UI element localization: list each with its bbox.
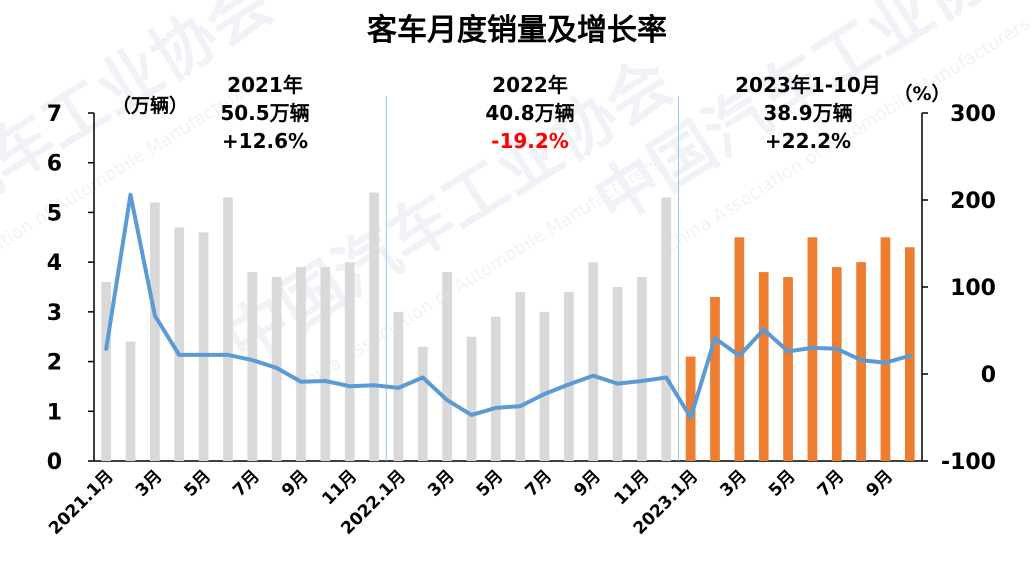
bar [880,237,891,461]
annotation-growth: +12.6% [222,129,308,153]
bar [710,296,720,461]
left-axis-ticks: 0 1 2 3 4 5 6 7 [47,102,94,475]
bar [564,291,574,461]
bar [685,356,696,461]
bar-series [101,192,915,462]
x-tick-label: 7月 [522,466,557,501]
right-tick-label: 200 [950,189,996,214]
left-tick-label: 6 [47,152,62,177]
y-right-unit: （%） [893,82,950,105]
chart-title: 客车月度销量及增长率 [367,13,667,48]
x-tick-label: 3月 [424,466,459,501]
year-annotations: 2021年 50.5万辆 +12.6% 2022年 40.8万辆 -19.2% 2023年1… [220,73,881,153]
left-tick-label: 2 [47,351,62,376]
growth-line [104,192,912,420]
bar [490,316,501,461]
left-tick-label: 7 [47,102,62,127]
left-tick-label: 4 [47,251,62,276]
x-tick-label: 5月 [473,466,508,501]
annotation-growth: -19.2% [491,129,569,153]
x-tick-label: 9月 [278,466,313,501]
bar [125,341,136,461]
bar [831,267,842,461]
annotation-year: 2023年1-10月 [735,73,881,97]
x-tick-label: 5月 [181,466,216,501]
bar [174,227,185,461]
x-tick-label: 9月 [862,466,897,501]
growth-line-series [104,192,912,420]
bar [539,311,550,461]
annotation-year: 2022年 [492,73,568,97]
bar [369,192,379,462]
bar [198,232,209,461]
x-tick-label: 7月 [814,466,849,501]
x-tick-label: 11月 [318,466,361,509]
x-tick-label: 3月 [132,466,167,501]
bar [466,336,477,461]
bar [150,202,160,461]
year-annotation: 2023年1-10月 38.9万辆 +22.2% [735,73,881,153]
annotation-volume: 40.8万辆 [485,101,574,125]
bar [661,197,672,461]
x-tick-label: 3月 [716,466,751,501]
year-annotation: 2022年 40.8万辆 -19.2% [485,73,574,153]
left-tick-label: 1 [47,400,62,425]
annotation-growth: +22.2% [765,129,851,153]
bar [637,277,647,461]
bar [515,291,526,461]
bar [783,277,793,461]
right-tick-label: -100 [941,450,996,475]
bar [101,282,112,461]
x-tick-label: 9月 [570,466,605,501]
left-tick-label: 3 [47,301,62,326]
bar [442,272,452,461]
bar [223,197,233,461]
bar [612,287,623,461]
x-tick-label: 2021.1月 [45,466,118,539]
annotation-year: 2021年 [227,73,303,97]
bar [417,346,428,461]
bar [320,267,331,461]
bar [296,267,306,461]
right-tick-label: 300 [950,102,996,127]
x-tick-label: 11月 [611,466,654,509]
left-tick-label: 0 [47,450,62,475]
annotation-volume: 50.5万辆 [220,101,309,125]
year-annotation: 2021年 50.5万辆 +12.6% [220,73,309,153]
right-tick-label: 0 [981,363,996,388]
x-tick-label: 7月 [229,466,264,501]
right-tick-label: 100 [950,276,996,301]
y-left-unit: （万辆） [112,94,188,117]
x-tick-label: 5月 [765,466,800,501]
bar [758,272,769,461]
bar [734,237,745,461]
left-tick-label: 5 [47,201,62,226]
right-axis-ticks: -100 0 100 200 300 [922,102,996,475]
bar [247,272,258,461]
bar [344,262,355,461]
annotation-volume: 38.9万辆 [763,101,852,125]
bar [588,262,599,461]
